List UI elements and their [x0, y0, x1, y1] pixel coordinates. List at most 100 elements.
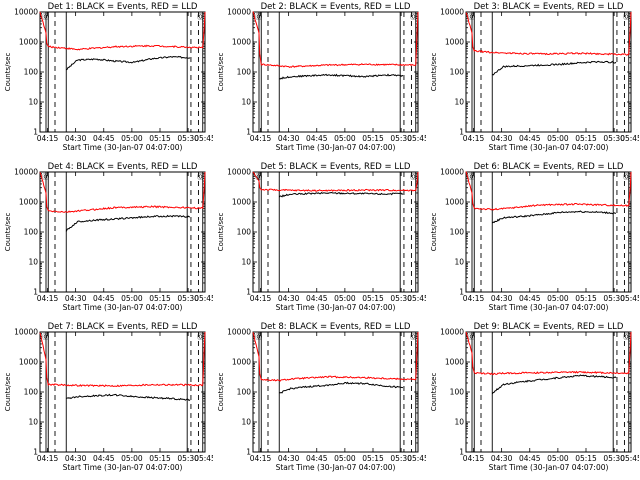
series-line-events	[491, 210, 617, 224]
series-line-lld	[252, 171, 419, 192]
y-tick-label: 10	[454, 418, 464, 427]
y-tick-label: 100	[24, 68, 39, 77]
series-line-lld	[39, 331, 206, 388]
x-tick-label: 04:45	[306, 134, 328, 143]
x-tick-label: 05:00	[547, 454, 569, 463]
x-tick-label: 05:15	[149, 134, 171, 143]
plot-frame	[252, 11, 419, 133]
series-line-events	[279, 73, 404, 80]
y-axis-label: Counts/sec	[430, 373, 438, 412]
x-tick-label: 04:45	[93, 454, 115, 463]
x-tick-label: 05:30	[603, 454, 625, 463]
x-tick-label: 05:00	[547, 294, 569, 303]
x-tick-label: 05:00	[121, 294, 143, 303]
x-axis-label: Start Time (30-Jan-07 04:07:00)	[276, 303, 396, 312]
y-tick-label: 10000	[440, 328, 464, 337]
y-tick-label: 100	[450, 228, 465, 237]
x-tick-label: 04:45	[93, 294, 115, 303]
x-tick-label: 04:45	[519, 134, 541, 143]
detector-chart-4: Det 4: BLACK = Events, RED = LLD 1 10 100 10…	[4, 162, 213, 312]
x-tick-label: 05:15	[149, 294, 171, 303]
y-tick-label: 1	[459, 288, 464, 297]
x-tick-label: 05:15	[362, 454, 384, 463]
right-marker-glyph: Ⓞ	[197, 13, 204, 21]
y-tick-label: 10	[454, 258, 464, 267]
y-tick-label: 1	[246, 128, 251, 137]
y-tick-label: 10000	[227, 328, 251, 337]
x-axis-label: Start Time (30-Jan-07 04:07:00)	[63, 143, 183, 152]
x-tick-label: 05:30	[177, 294, 199, 303]
x-tick-label: 05:30	[390, 134, 412, 143]
series-line-events	[492, 60, 617, 76]
x-tick-label: 04:30	[278, 454, 300, 463]
y-tick-label: 10000	[14, 328, 38, 337]
detector-chart-5: Det 5: BLACK = Events, RED = LLD 1 10 100 10…	[217, 162, 426, 312]
y-tick-label: 1	[246, 288, 251, 297]
series-line-events	[491, 374, 617, 395]
x-tick-label: 04:30	[491, 134, 513, 143]
y-tick-label: 1000	[445, 198, 464, 207]
left-marker-glyph: Ⓞ	[468, 173, 475, 181]
y-tick-label: 100	[24, 228, 39, 237]
plot-frame	[39, 171, 206, 293]
x-tick-label: 05:15	[575, 454, 597, 463]
chart-title: Det 7: BLACK = Events, RED = LLD	[48, 322, 198, 332]
x-tick-label: 04:30	[491, 454, 513, 463]
plot-frame	[39, 331, 206, 453]
x-tick-label: 05:30	[390, 454, 412, 463]
x-tick-label: 05:45	[194, 454, 213, 463]
right-marker-glyph: Ⓞ	[623, 333, 630, 341]
x-tick-label: 05:45	[620, 454, 639, 463]
y-tick-label: 1	[33, 288, 38, 297]
series-line-lld	[252, 11, 419, 68]
y-tick-label: 1000	[19, 38, 38, 47]
x-tick-label: 04:15	[37, 134, 59, 143]
plot-frame	[252, 331, 419, 453]
y-axis-label: Counts/sec	[217, 373, 225, 412]
right-marker-glyph: Ⓞ	[410, 173, 417, 181]
y-tick-label: 1000	[445, 38, 464, 47]
right-marker-glyph: Ⓞ	[197, 173, 204, 181]
y-tick-label: 10000	[227, 8, 251, 17]
x-tick-label: 05:00	[334, 294, 356, 303]
x-axis-label: Start Time (30-Jan-07 04:07:00)	[489, 463, 609, 472]
y-tick-label: 10000	[440, 8, 464, 17]
y-tick-label: 100	[237, 388, 252, 397]
x-tick-label: 05:45	[407, 134, 426, 143]
x-axis-label: Start Time (30-Jan-07 04:07:00)	[63, 463, 183, 472]
x-tick-label: 05:30	[390, 294, 412, 303]
y-tick-label: 1	[246, 448, 251, 457]
chart-title: Det 9: BLACK = Events, RED = LLD	[474, 322, 624, 332]
x-tick-label: 05:30	[603, 134, 625, 143]
series-line-events	[65, 55, 191, 71]
x-axis-label: Start Time (30-Jan-07 04:07:00)	[63, 303, 183, 312]
chart-title: Det 5: BLACK = Events, RED = LLD	[261, 162, 411, 172]
left-marker-glyph: Ⓞ	[255, 173, 262, 181]
plot-frame	[465, 11, 632, 133]
x-tick-label: 05:45	[620, 134, 639, 143]
chart-title: Det 8: BLACK = Events, RED = LLD	[261, 322, 411, 332]
x-tick-label: 05:30	[177, 134, 199, 143]
x-axis-label: Start Time (30-Jan-07 04:07:00)	[489, 303, 609, 312]
x-tick-label: 05:15	[149, 454, 171, 463]
right-marker-glyph: Ⓞ	[197, 333, 204, 341]
y-tick-label: 10	[241, 418, 251, 427]
chart-title: Det 4: BLACK = Events, RED = LLD	[48, 162, 198, 172]
x-axis-label: Start Time (30-Jan-07 04:07:00)	[276, 463, 396, 472]
left-marker-glyph: Ⓞ	[468, 13, 475, 21]
y-tick-label: 1000	[445, 358, 464, 367]
x-tick-label: 04:45	[306, 454, 328, 463]
chart-title: Det 3: BLACK = Events, RED = LLD	[474, 2, 624, 12]
x-tick-label: 05:45	[407, 454, 426, 463]
y-tick-label: 10	[241, 258, 251, 267]
y-tick-label: 100	[24, 388, 39, 397]
x-tick-label: 05:00	[121, 134, 143, 143]
x-tick-label: 04:15	[250, 454, 272, 463]
y-axis-label: Counts/sec	[217, 213, 225, 252]
left-marker-glyph: Ⓞ	[42, 173, 49, 181]
x-axis-label: Start Time (30-Jan-07 04:07:00)	[276, 143, 396, 152]
series-line-lld	[39, 11, 206, 51]
y-tick-label: 10	[241, 98, 251, 107]
left-marker-glyph: Ⓞ	[468, 333, 475, 341]
y-tick-label: 1	[459, 448, 464, 457]
